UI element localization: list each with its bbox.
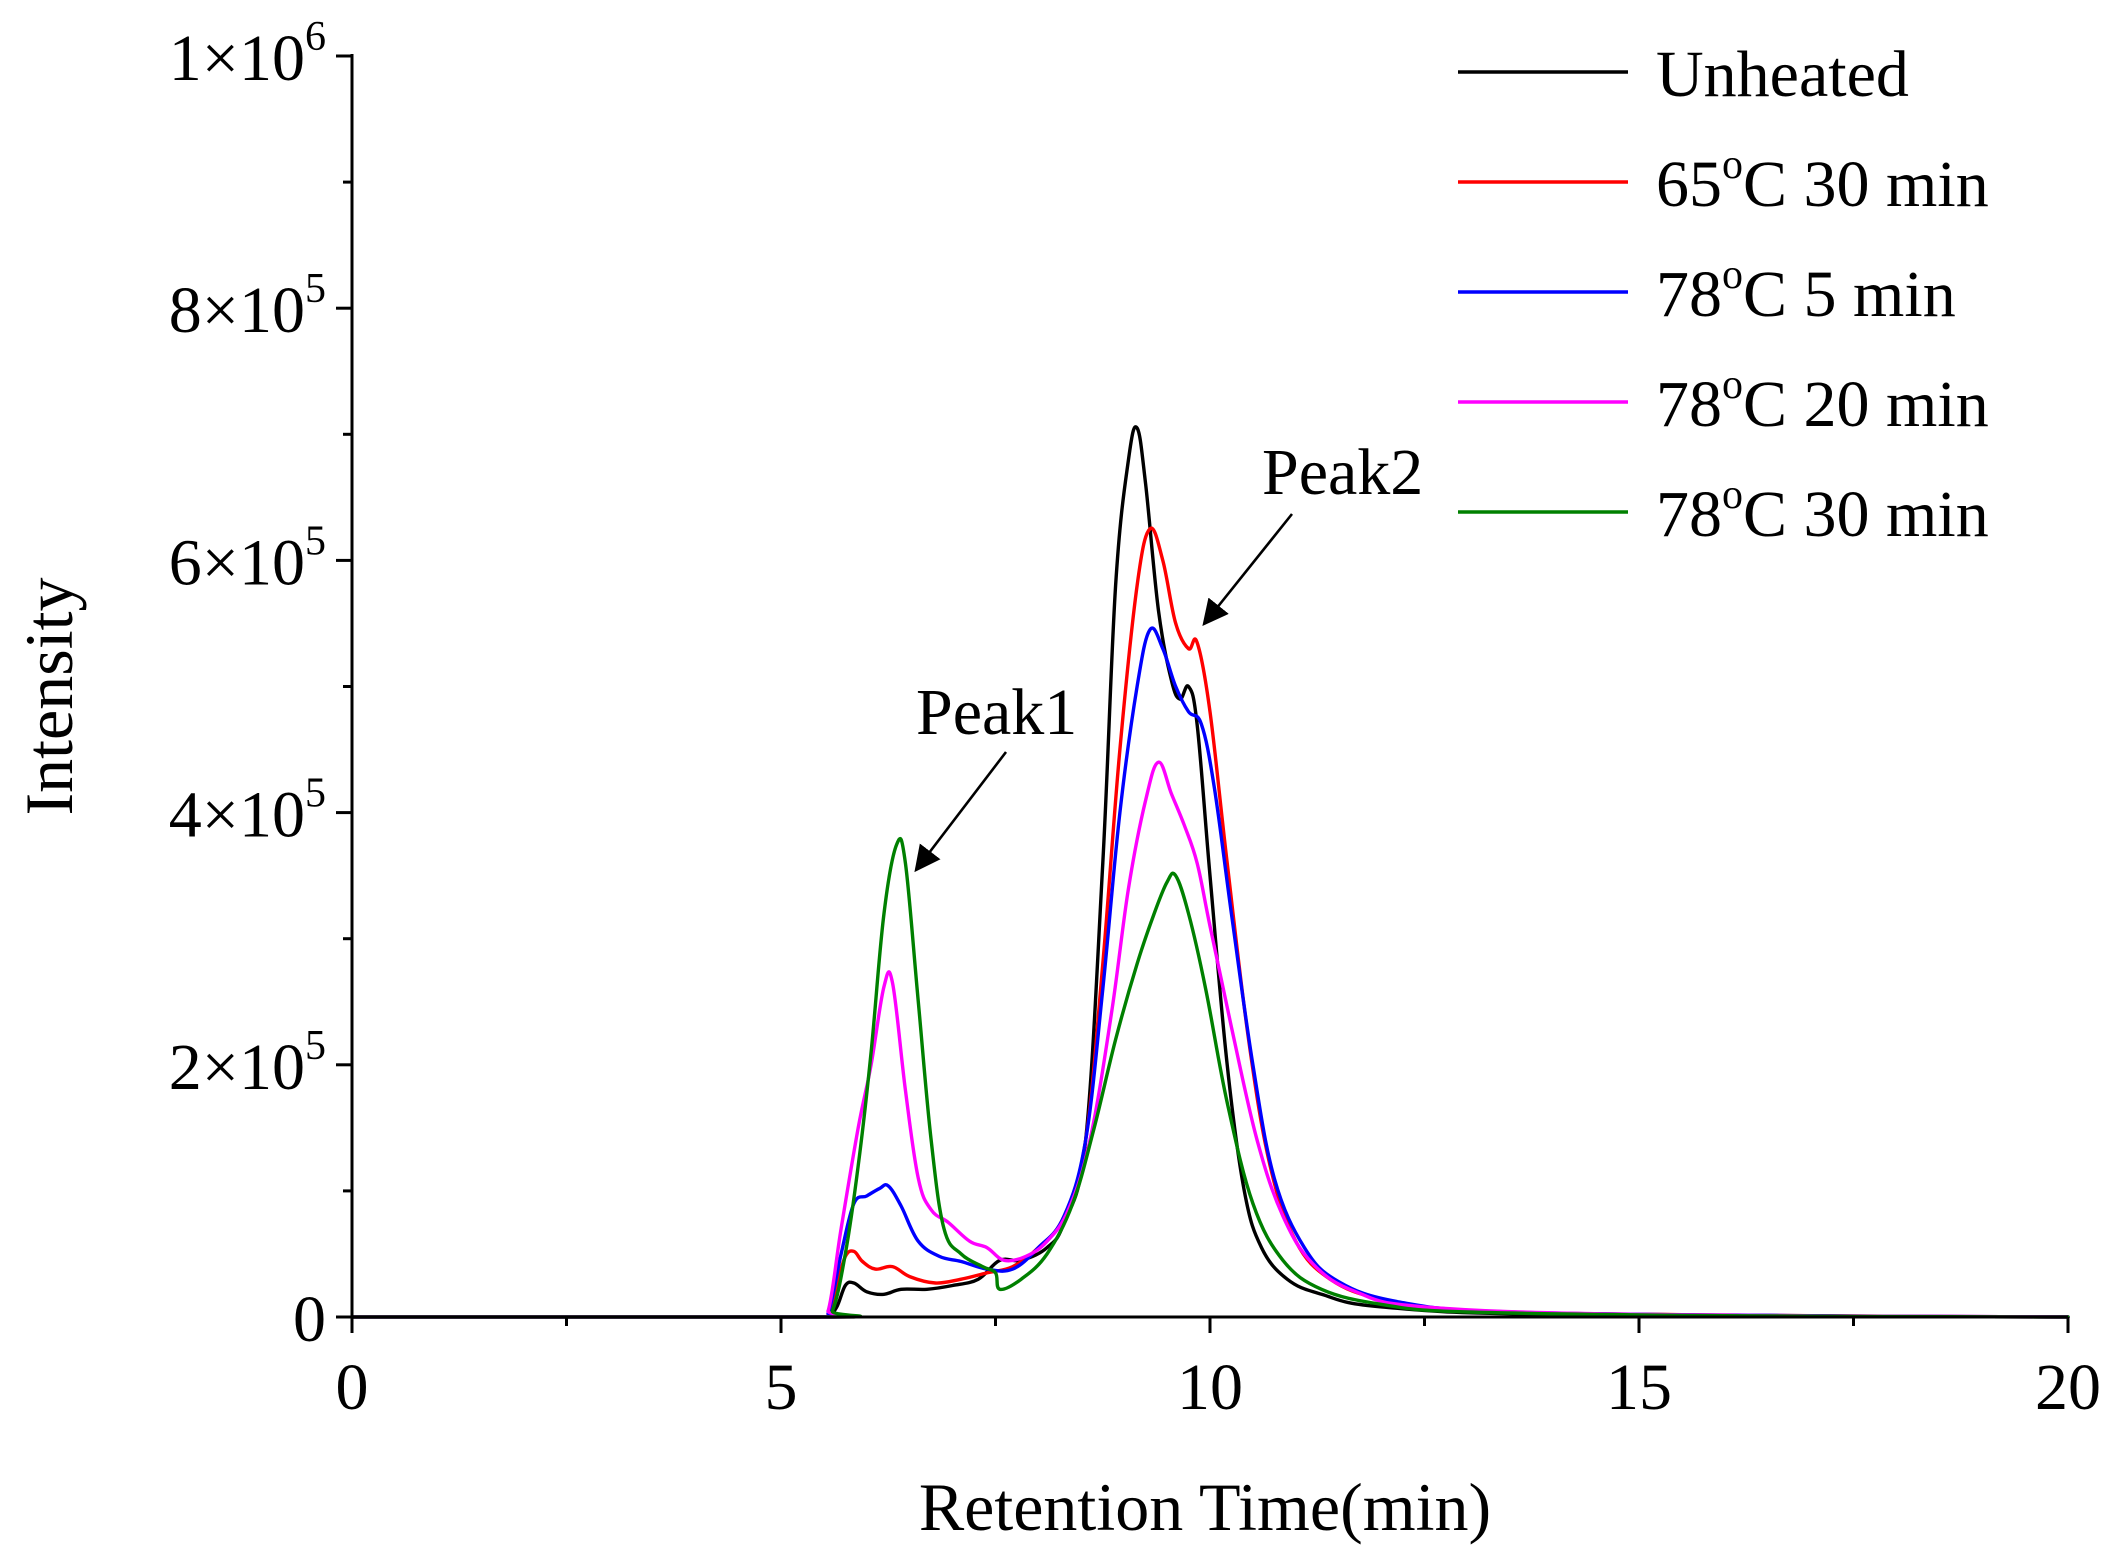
x-tick-label: 20 — [2035, 1351, 2101, 1424]
legend-label: 78oC 5 min — [1656, 252, 1956, 331]
series-layer — [350, 425, 2070, 1319]
legend-label: 78oC 30 min — [1656, 472, 1989, 551]
y-tick-label: 1×106 — [169, 14, 326, 95]
series-line-3 — [350, 760, 2070, 1319]
y-tick-label: 8×105 — [169, 266, 326, 347]
y-tick-label: 4×105 — [169, 771, 326, 852]
legend-label: Unheated — [1656, 38, 1909, 111]
x-tick-label: 0 — [336, 1351, 369, 1424]
legend-label: 78oC 20 min — [1656, 362, 1989, 441]
y-tick-label: 2×105 — [169, 1023, 326, 1104]
y-tick-label: 0 — [293, 1283, 326, 1356]
x-tick-label: 10 — [1177, 1351, 1243, 1424]
legend-label: 65oC 30 min — [1656, 142, 1989, 221]
x-tick-label: 5 — [765, 1351, 798, 1424]
legend: Unheated 65oC 30 min 78oC 5 min 78oC 20 min… — [1458, 38, 1989, 551]
annotation-arrow — [914, 751, 1008, 873]
annotation-arrow — [1202, 513, 1294, 627]
series-line-0 — [350, 425, 2070, 1319]
x-tick-label: 15 — [1606, 1351, 1672, 1424]
axes-layer: 0 5 10 15 20 0 2×105 4×105 6×105 8×105 1×106 Retent… — [11, 14, 2101, 1545]
y-tick-label: 6×105 — [169, 518, 326, 599]
x-axis-title: Retention Time(min) — [919, 1469, 1491, 1545]
annotation-label: Peak2 — [1262, 436, 1423, 509]
annotations: Peak1 Peak2 — [914, 436, 1423, 873]
y-axis-title: Intensity — [11, 578, 87, 816]
series-line-4 — [350, 836, 2070, 1319]
annotation-label: Peak1 — [916, 676, 1077, 749]
series-line-2 — [350, 626, 2070, 1319]
